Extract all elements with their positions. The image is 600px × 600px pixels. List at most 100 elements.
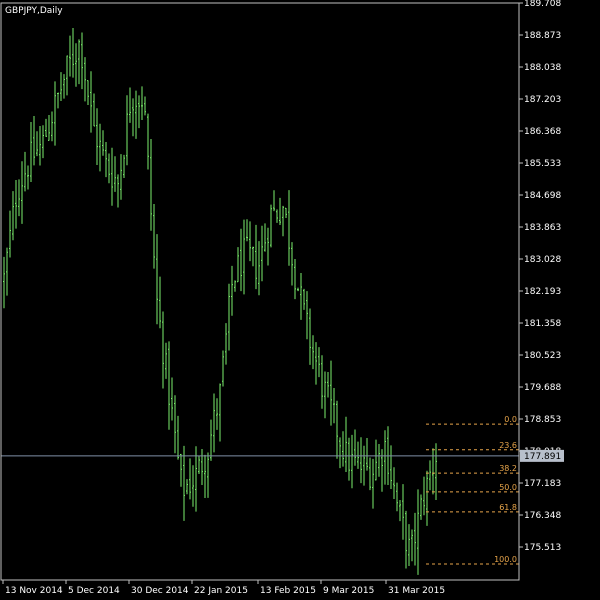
price-tick-label: 175.513 bbox=[524, 543, 561, 553]
fibonacci-retracement[interactable]: 0.0 23.6 38.2 50.0 61.8 100.0 bbox=[426, 415, 519, 565]
ohlc-bar bbox=[339, 437, 341, 469]
ohlc-bar bbox=[102, 130, 104, 156]
ohlc-bar bbox=[111, 147, 113, 206]
ohlc-bar bbox=[9, 210, 11, 258]
ohlc-bar bbox=[87, 80, 89, 105]
ohlc-bar bbox=[66, 55, 68, 96]
ohlc-bar bbox=[267, 227, 269, 266]
price-tick-label: 188.038 bbox=[524, 63, 561, 73]
ohlc-bar bbox=[51, 111, 53, 142]
ohlc-bar bbox=[309, 308, 311, 365]
ohlc-bar bbox=[423, 476, 425, 516]
ohlc-bar bbox=[93, 93, 95, 127]
ohlc-bar bbox=[60, 72, 62, 101]
ohlc-bar bbox=[390, 445, 392, 489]
ohlc-bar bbox=[72, 28, 74, 78]
ohlc-bar bbox=[120, 154, 122, 200]
ohlc-bar bbox=[177, 415, 179, 460]
ohlc-bar bbox=[279, 197, 281, 225]
price-tick-label: 176.348 bbox=[524, 511, 561, 521]
ohlc-bar bbox=[273, 190, 275, 212]
ohlc-bar bbox=[234, 280, 236, 292]
ohlc-bar bbox=[222, 350, 224, 387]
ohlc-bar bbox=[159, 276, 161, 329]
ohlc-bar bbox=[213, 393, 215, 453]
ohlc-bar bbox=[312, 335, 314, 370]
ohlc-bar bbox=[36, 131, 38, 157]
ohlc-bar bbox=[276, 209, 278, 223]
ohlc-bar bbox=[141, 86, 143, 121]
ohlc-bar bbox=[327, 372, 329, 398]
ohlc-bar bbox=[204, 454, 206, 498]
ohlc-bar bbox=[228, 283, 230, 351]
ohlc-bar bbox=[261, 225, 263, 282]
ohlc-bar bbox=[27, 165, 29, 190]
fib-level-label: 100.0 bbox=[494, 555, 517, 564]
price-tick-label: 180.523 bbox=[524, 351, 561, 361]
ohlc-bar bbox=[318, 347, 320, 378]
price-tick-label: 185.533 bbox=[524, 159, 561, 169]
fib-level-label: 23.6 bbox=[499, 441, 517, 450]
ohlc-bar bbox=[366, 438, 368, 471]
ohlc-bar bbox=[180, 453, 182, 487]
price-tick-label: 178.853 bbox=[524, 415, 561, 425]
ohlc-bar bbox=[63, 74, 65, 99]
ohlc-bar bbox=[303, 288, 305, 310]
plot-frame bbox=[0, 2, 520, 581]
ohlc-bar bbox=[165, 342, 167, 379]
price-tick-label: 183.028 bbox=[524, 255, 561, 265]
ohlc-bar bbox=[18, 179, 20, 217]
ohlc-bar bbox=[69, 35, 71, 77]
ohlc-bar bbox=[39, 126, 41, 166]
ohlc-bar bbox=[369, 457, 371, 491]
ohlc-bar bbox=[132, 98, 134, 137]
ohlc-bar bbox=[207, 452, 209, 498]
ohlc-bar bbox=[282, 205, 284, 237]
price-axis: 189.708 188.873 188.038 187.203 186.368 185.5… bbox=[519, 0, 561, 553]
ohlc-bar bbox=[342, 431, 344, 467]
ohlc-bar bbox=[156, 234, 158, 325]
ohlc-bar bbox=[408, 524, 410, 567]
ohlc-bar bbox=[30, 121, 32, 183]
ohlc-bar bbox=[249, 221, 251, 262]
ohlc-bar bbox=[162, 311, 164, 389]
ohlc-bar bbox=[240, 228, 242, 292]
ohlc-bar bbox=[324, 371, 326, 419]
ohlc-bar bbox=[219, 383, 221, 442]
price-tick-label: 186.368 bbox=[524, 127, 561, 137]
ohlc-bar bbox=[246, 219, 248, 242]
ohlc-bar bbox=[360, 437, 362, 484]
ohlc-bar bbox=[414, 512, 416, 566]
ohlc-bar bbox=[78, 39, 80, 85]
ohlc-bar bbox=[123, 154, 125, 178]
chart-title: GBPJPY,Daily bbox=[5, 6, 63, 16]
ohlc-bar bbox=[195, 446, 197, 512]
ohlc-bar bbox=[426, 470, 428, 526]
ohlc-bar bbox=[264, 223, 266, 252]
ohlc-bar bbox=[333, 388, 335, 424]
price-tick-label: 189.708 bbox=[524, 0, 561, 9]
ohlc-bar bbox=[108, 153, 110, 184]
price-tick-label: 179.688 bbox=[524, 383, 561, 393]
time-tick-label: 5 Dec 2014 bbox=[68, 586, 120, 596]
time-tick-label: 30 Dec 2014 bbox=[131, 586, 189, 596]
price-tag-value: 177.891 bbox=[524, 452, 561, 462]
ohlc-bar bbox=[96, 108, 98, 166]
price-tick-label: 183.863 bbox=[524, 223, 561, 233]
ohlc-bar bbox=[201, 449, 203, 485]
ohlc-bar bbox=[252, 246, 254, 267]
ohlc-bar bbox=[54, 81, 56, 146]
ohlc-bar bbox=[270, 204, 272, 248]
ohlc-bar bbox=[6, 247, 8, 296]
ohlc-bar bbox=[33, 115, 35, 166]
ohlc-bar bbox=[411, 529, 413, 562]
ohlc-bar bbox=[375, 439, 377, 481]
ohlc-bar bbox=[321, 355, 323, 409]
ohlc-bar bbox=[255, 224, 257, 290]
ohlc-bar bbox=[135, 90, 137, 139]
ohlc-bar bbox=[405, 510, 407, 569]
ohlc-bar bbox=[384, 430, 386, 485]
fib-level-label: 38.2 bbox=[499, 464, 517, 473]
ohlc-bar bbox=[129, 87, 131, 123]
